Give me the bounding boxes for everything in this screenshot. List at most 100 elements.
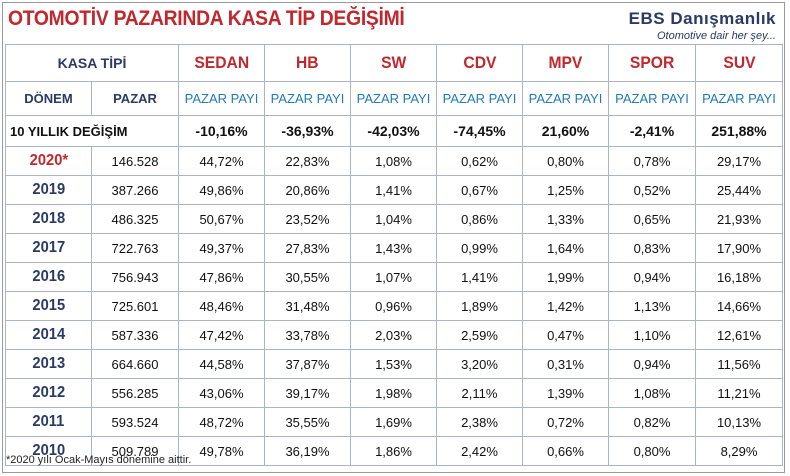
share-cell: 1,25%	[522, 175, 609, 205]
share-cell: 1,64%	[522, 233, 609, 263]
share-cell: 1,99%	[522, 262, 609, 292]
share-cell: 44,72%	[178, 146, 265, 176]
year-cell: 2015	[5, 291, 92, 321]
category-header: SPOR	[608, 44, 696, 82]
share-cell: 1,04%	[350, 204, 437, 234]
change-value: -2,41%	[608, 115, 696, 147]
table-row: 2013 664.660 44,58% 37,87% 1,53% 3,20% 0,31% 0,…	[5, 349, 783, 379]
share-cell: 0,78%	[608, 146, 696, 176]
share-cell: 1,08%	[350, 146, 437, 176]
market-cell: 486.325	[91, 204, 179, 234]
share-cell: 2,11%	[436, 378, 523, 408]
market-cell: 587.336	[91, 320, 179, 350]
share-cell: 3,20%	[436, 349, 523, 379]
share-cell: 0,66%	[522, 436, 609, 466]
table-row: 2012 556.285 43,06% 39,17% 1,98% 2,11% 1,39% 1,…	[5, 378, 783, 408]
share-cell: 17,90%	[695, 233, 783, 263]
share-cell: 11,56%	[695, 349, 783, 379]
share-cell: 1,07%	[350, 262, 437, 292]
market-cell: 722.763	[91, 233, 179, 263]
share-cell: 14,66%	[695, 291, 783, 321]
year-cell: 2013	[5, 349, 92, 379]
share-cell: 1,89%	[436, 291, 523, 321]
year-cell: 2016	[5, 262, 92, 292]
pazar-payi-header: PAZAR PAYI	[608, 81, 696, 116]
share-cell: 43,06%	[178, 378, 265, 408]
brand-logo: EBS Danışmanlık	[628, 9, 776, 28]
share-cell: 1,98%	[350, 378, 437, 408]
change-value: -10,16%	[178, 115, 265, 147]
share-cell: 8,29%	[695, 436, 783, 466]
share-cell: 0,80%	[608, 436, 696, 466]
share-cell: 1,69%	[350, 407, 437, 437]
share-cell: 30,55%	[264, 262, 351, 292]
share-cell: 0,83%	[608, 233, 696, 263]
pazar-payi-header: PAZAR PAYI	[695, 81, 783, 116]
pazar-payi-header: PAZAR PAYI	[436, 81, 523, 116]
share-cell: 0,80%	[522, 146, 609, 176]
market-cell: 664.660	[91, 349, 179, 379]
category-header: SUV	[695, 44, 783, 82]
brand-block: EBS Danışmanlık Otomotive dair her şey..…	[629, 9, 776, 42]
change-value: -36,93%	[264, 115, 351, 147]
share-cell: 25,44%	[695, 175, 783, 205]
brand-tagline: Otomotive dair her şey...	[656, 30, 776, 42]
share-cell: 2,03%	[350, 320, 437, 350]
share-cell: 49,78%	[178, 436, 265, 466]
share-cell: 23,52%	[264, 204, 351, 234]
share-cell: 35,55%	[264, 407, 351, 437]
table-row: 2019 387.266 49,86% 20,86% 1,41% 0,67% 1,25% 0,…	[5, 175, 783, 205]
share-cell: 12,61%	[695, 320, 783, 350]
share-cell: 47,42%	[178, 320, 265, 350]
share-cell: 33,78%	[264, 320, 351, 350]
data-table: KASA TİPİ SEDAN HB SW CDV MPV SPOR SUV D…	[5, 44, 783, 466]
header-row: KASA TİPİ SEDAN HB SW CDV MPV SPOR SUV	[5, 44, 783, 82]
share-cell: 0,94%	[608, 349, 696, 379]
share-cell: 49,86%	[178, 175, 265, 205]
share-cell: 27,83%	[264, 233, 351, 263]
share-cell: 47,86%	[178, 262, 265, 292]
market-cell: 756.943	[91, 262, 179, 292]
share-cell: 39,17%	[264, 378, 351, 408]
change-label: 10 YILLIK DEĞİŞİM	[5, 115, 179, 147]
share-cell: 1,41%	[350, 175, 437, 205]
share-cell: 0,67%	[436, 175, 523, 205]
market-cell: 509.789	[91, 436, 179, 466]
share-cell: 0,96%	[350, 291, 437, 321]
year-cell: 2017	[5, 233, 92, 263]
share-cell: 2,59%	[436, 320, 523, 350]
share-cell: 20,86%	[264, 175, 351, 205]
share-cell: 21,93%	[695, 204, 783, 234]
category-header: SEDAN	[178, 44, 265, 82]
table-row: 2011 593.524 48,72% 35,55% 1,69% 2,38% 0,72% 0,…	[5, 407, 783, 437]
share-cell: 1,42%	[522, 291, 609, 321]
footnote: *2020 yılı Ocak-Mayıs dönemine aittir.	[6, 454, 192, 466]
change-value: -74,45%	[436, 115, 523, 147]
share-cell: 1,43%	[350, 233, 437, 263]
share-cell: 1,10%	[608, 320, 696, 350]
market-cell: 725.601	[91, 291, 179, 321]
market-cell: 556.285	[91, 378, 179, 408]
year-cell: 2018	[5, 204, 92, 234]
share-cell: 0,47%	[522, 320, 609, 350]
share-cell: 49,37%	[178, 233, 265, 263]
share-cell: 50,67%	[178, 204, 265, 234]
table-row: 2014 587.336 47,42% 33,78% 2,03% 2,59% 0,47% 1,…	[5, 320, 783, 350]
subheader-row: DÖNEM PAZAR PAZAR PAYI PAZAR PAYI PAZAR …	[5, 81, 783, 116]
share-cell: 31,48%	[264, 291, 351, 321]
share-cell: 0,94%	[608, 262, 696, 292]
pazar-payi-header: PAZAR PAYI	[522, 81, 609, 116]
share-cell: 1,13%	[608, 291, 696, 321]
share-cell: 36,19%	[264, 436, 351, 466]
share-cell: 1,39%	[522, 378, 609, 408]
pazar-payi-header: PAZAR PAYI	[178, 81, 265, 116]
share-cell: 37,87%	[264, 349, 351, 379]
change-value: 251,88%	[695, 115, 783, 147]
year-cell: 2014	[5, 320, 92, 350]
share-cell: 1,53%	[350, 349, 437, 379]
share-cell: 0,31%	[522, 349, 609, 379]
share-cell: 1,41%	[436, 262, 523, 292]
category-header: HB	[264, 44, 351, 82]
share-cell: 1,08%	[608, 378, 696, 408]
kasa-tipi-header: KASA TİPİ	[5, 44, 179, 82]
